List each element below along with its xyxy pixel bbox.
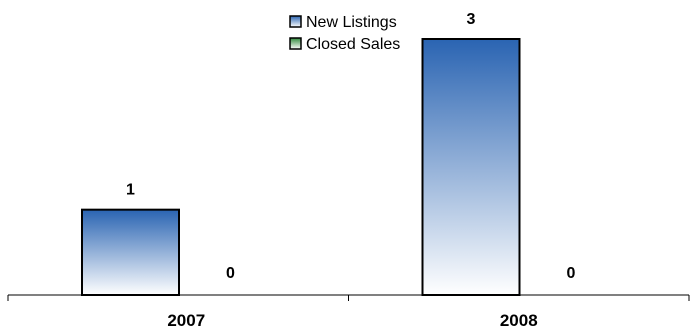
legend-label-new-listings: New Listings <box>306 14 397 31</box>
x-tick-label-2007: 2007 <box>167 311 205 330</box>
data-label-closed-sales-2008: 0 <box>567 265 576 282</box>
legend-swatch-closed-sales <box>289 37 302 50</box>
legend-label-closed-sales: Closed Sales <box>306 36 400 53</box>
data-label-closed-sales-2007: 0 <box>226 265 235 282</box>
x-tick-label-2008: 2008 <box>500 311 538 330</box>
bar-new-listings-2007 <box>81 208 180 297</box>
data-label-new-listings-2008: 3 <box>467 11 476 28</box>
legend-swatch-new-listings <box>289 15 302 28</box>
plot-area: 1 0 2007 3 0 2008 <box>7 11 690 330</box>
legend: New Listings Closed Sales <box>289 14 400 53</box>
data-label-new-listings-2007: 1 <box>126 182 135 199</box>
bar-new-listings-2008 <box>421 38 521 296</box>
